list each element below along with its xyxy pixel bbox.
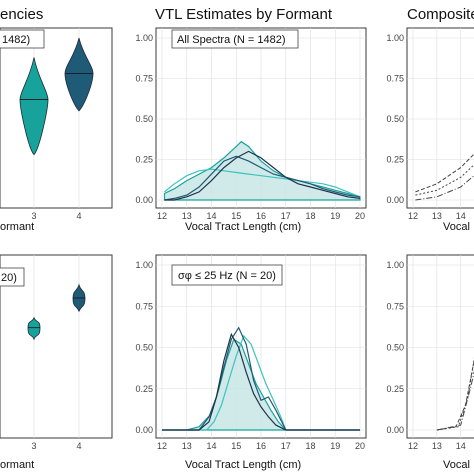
- middle-top-x-axis-title: Vocal Tract Length (cm): [185, 221, 301, 233]
- x-tick-label: 14: [206, 441, 216, 451]
- right-bottom-x-axis-title: Vocal: [443, 459, 470, 471]
- x-tick-label: 12: [157, 441, 167, 451]
- y-tick-label: 0.25: [135, 155, 153, 165]
- y-tick-label: 0.25: [386, 155, 404, 165]
- y-tick-label: 0.50: [386, 114, 404, 124]
- y-tick-label: 1.00: [135, 260, 153, 270]
- violin-shape: [27, 316, 41, 341]
- y-tick-label: 0.50: [135, 343, 153, 353]
- x-tick-label: 3: [31, 211, 36, 221]
- x-tick-label: 17: [281, 441, 291, 451]
- left-bottom-label-box: [0, 267, 25, 287]
- violin-shape: [64, 37, 94, 112]
- middle-top-label: All Spectra (N = 1482): [177, 34, 286, 46]
- left-title: encies: [0, 6, 43, 23]
- left-top-label: 1482): [2, 34, 30, 46]
- left-bottom-label: 20): [1, 272, 17, 284]
- density-line: [162, 334, 360, 431]
- x-tick-label: 12: [157, 211, 167, 221]
- x-tick-label: 15: [231, 211, 241, 221]
- middle-title: VTL Estimates by Formant: [155, 6, 333, 23]
- right-top-x-axis-title: Vocal: [443, 221, 470, 233]
- y-tick-label: 0.50: [386, 343, 404, 353]
- y-tick-label: 0.25: [135, 384, 153, 394]
- y-tick-label: 1.00: [386, 33, 404, 43]
- panel-left-top: [0, 27, 113, 209]
- y-tick-label: 0.75: [386, 74, 404, 84]
- x-tick-label: 18: [305, 441, 315, 451]
- x-tick-label: 15: [231, 441, 241, 451]
- density-line: [164, 150, 361, 201]
- middle-bottom-label: σφ ≤ 25 Hz (N = 20): [178, 270, 276, 282]
- y-tick-label: 1.00: [135, 33, 153, 43]
- x-tick-label: 13: [182, 441, 192, 451]
- x-tick-label: 13: [182, 211, 192, 221]
- density-line: [162, 326, 360, 431]
- x-tick-label: 12: [408, 211, 418, 221]
- x-tick-label: 13: [432, 211, 442, 221]
- x-tick-label: 14: [456, 441, 466, 451]
- cumulative-line: [415, 175, 474, 201]
- x-tick-label: 14: [456, 211, 466, 221]
- y-tick-label: 0.75: [386, 301, 404, 311]
- x-tick-label: 18: [305, 211, 315, 221]
- cumulative-line: [436, 370, 474, 431]
- x-tick-label: 3: [31, 441, 36, 451]
- panel-right-bottom: [406, 254, 474, 439]
- right-title: Composite: [407, 6, 474, 23]
- text-layer: 3 4 12 13 14 15 16 17 18 19 20 0.00 0.25 0.50 0.75 1.00…: [31, 33, 465, 451]
- panel-right-top: [406, 27, 474, 209]
- density-line: [164, 155, 361, 201]
- middle-bottom-x-axis-title: Vocal Tract Length (cm): [185, 459, 301, 471]
- y-tick-label: 0.25: [386, 384, 404, 394]
- x-tick-label: 19: [330, 441, 340, 451]
- x-tick-label: 20: [355, 211, 365, 221]
- x-tick-label: 20: [355, 441, 365, 451]
- x-tick-label: 13: [432, 441, 442, 451]
- left-bottom-x-axis-title: ormant: [0, 459, 34, 471]
- x-tick-label: 4: [76, 211, 81, 221]
- x-tick-label: 4: [76, 441, 81, 451]
- cumulative-line: [436, 357, 474, 431]
- density-line: [164, 168, 361, 198]
- y-tick-label: 1.00: [386, 260, 404, 270]
- x-tick-label: 17: [281, 211, 291, 221]
- density-line: [162, 332, 360, 431]
- cumulative-line: [415, 153, 474, 193]
- x-tick-label: 16: [256, 441, 266, 451]
- left-top-label-box: [0, 29, 45, 49]
- cumulative-line: [436, 358, 474, 431]
- x-tick-label: 16: [256, 211, 266, 221]
- violin-shape: [19, 57, 49, 156]
- y-tick-label: 0.50: [135, 114, 153, 124]
- density-area: [162, 338, 360, 431]
- left-top-x-axis-title: ormant: [0, 221, 34, 233]
- grid-layer: [33, 28, 474, 438]
- x-tick-label: 12: [408, 441, 418, 451]
- y-tick-label: 0.75: [135, 74, 153, 84]
- panel-left-bottom: [0, 254, 113, 439]
- middle-bottom-label-box: [171, 264, 283, 286]
- y-tick-label: 0.00: [135, 425, 153, 435]
- middle-top-label-box: [171, 29, 299, 49]
- y-tick-label: 0.75: [135, 301, 153, 311]
- y-tick-label: 0.00: [386, 195, 404, 205]
- data-layer: [19, 37, 474, 431]
- x-tick-label: 19: [330, 211, 340, 221]
- cumulative-line: [415, 164, 474, 196]
- y-tick-label: 0.00: [386, 425, 404, 435]
- x-tick-label: 14: [206, 211, 216, 221]
- y-tick-label: 0.00: [135, 195, 153, 205]
